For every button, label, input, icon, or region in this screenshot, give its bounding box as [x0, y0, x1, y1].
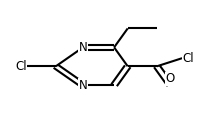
- Text: Cl: Cl: [182, 52, 194, 65]
- Text: N: N: [79, 79, 87, 92]
- Text: O: O: [166, 72, 175, 85]
- Text: Cl: Cl: [15, 60, 27, 73]
- Text: N: N: [79, 41, 87, 54]
